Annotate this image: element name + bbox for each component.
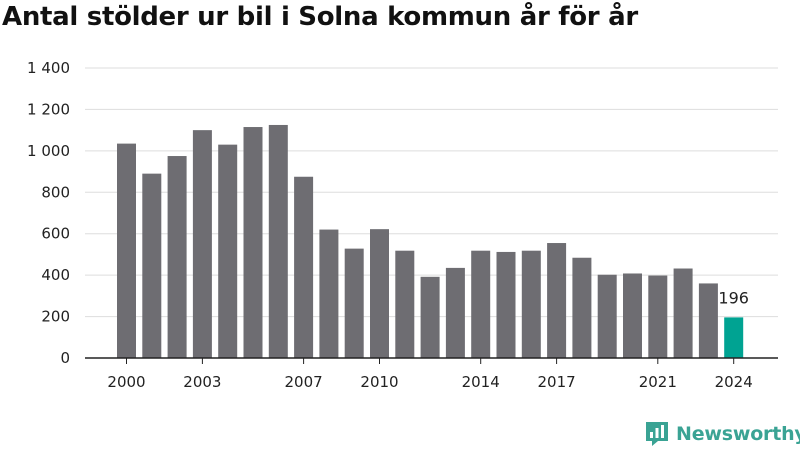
brand-name: Newsworthy: [676, 423, 800, 445]
x-axis-ticks: 2000 2003 2007 2010 2014 2017 2021 2024: [107, 358, 753, 391]
bars: [117, 124, 744, 359]
y-tick-label: 400: [41, 266, 70, 284]
y-tick-label: 800: [41, 183, 70, 201]
bar-2022: [673, 268, 693, 358]
x-tick-label: 2021: [639, 373, 677, 391]
x-tick-label: 2010: [360, 373, 398, 391]
bar-2007: [294, 176, 314, 358]
y-tick-label: 0: [60, 349, 70, 367]
bar-2005: [243, 127, 263, 359]
bar-2013: [445, 267, 465, 358]
bar-2023: [698, 283, 718, 358]
bar-2006: [268, 124, 288, 358]
bar-2002: [167, 156, 187, 358]
bar-2024: [724, 317, 744, 358]
y-tick-label: 1 400: [27, 59, 70, 77]
newsworthy-brand: Newsworthy: [644, 420, 800, 448]
y-tick-label: 1 200: [27, 100, 70, 118]
y-tick-label: 1 000: [27, 142, 70, 160]
x-tick-label: 2014: [462, 373, 500, 391]
bar-2012: [420, 276, 440, 358]
x-tick-label: 2007: [285, 373, 323, 391]
bar-2017: [547, 243, 567, 358]
bar-2015: [496, 251, 516, 358]
y-tick-label: 600: [41, 225, 70, 243]
bar-2004: [218, 144, 238, 358]
bar-2021: [648, 275, 668, 358]
bar-2001: [142, 173, 162, 358]
bar-2010: [370, 229, 389, 358]
y-axis-ticks: 0 200 400 600 800 1 000 1 200 1 400: [27, 59, 70, 367]
bar-2016: [521, 250, 541, 358]
newsworthy-logo-icon: [646, 422, 668, 446]
bar-2000: [117, 143, 136, 358]
x-tick-label: 2017: [538, 373, 576, 391]
bar-2009: [344, 248, 364, 358]
x-tick-label: 2003: [183, 373, 221, 391]
bar-2003: [192, 130, 212, 358]
bar-2020: [623, 273, 642, 358]
x-tick-label: 2000: [107, 373, 145, 391]
bar-2018: [572, 257, 592, 358]
chart-title: Antal stölder ur bil i Solna kommun år f…: [2, 2, 638, 32]
bar-2008: [319, 229, 339, 358]
bar-2014: [471, 250, 491, 358]
data-labels: 196: [718, 288, 749, 307]
bar-2019: [597, 274, 617, 358]
data-label: 196: [718, 288, 749, 307]
y-tick-label: 200: [41, 308, 70, 326]
bar-2011: [395, 250, 415, 358]
x-tick-label: 2024: [715, 373, 753, 391]
